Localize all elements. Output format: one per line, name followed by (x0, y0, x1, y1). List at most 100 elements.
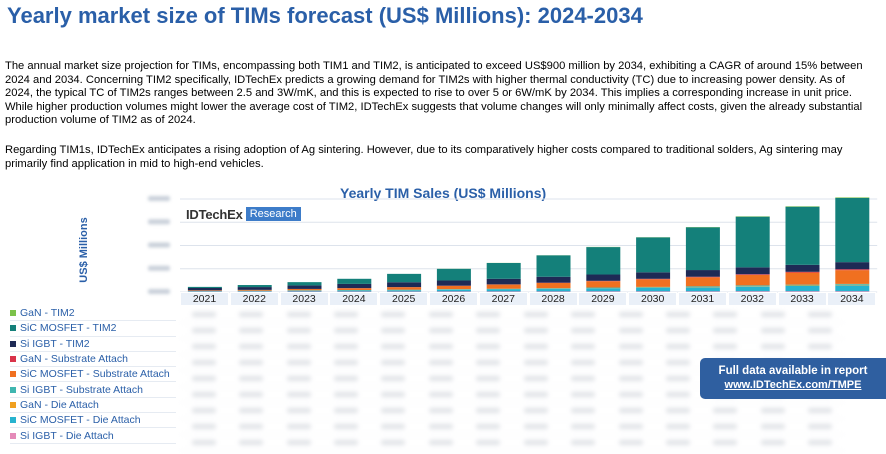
blurred-table-cell (275, 387, 322, 402)
blurred-table-cell (702, 435, 749, 450)
blurred-table-cell (322, 419, 369, 434)
blurred-table-row (180, 435, 844, 451)
bar-segment (387, 290, 422, 292)
bar-segment (536, 291, 571, 292)
x-tick-label: 2022 (229, 292, 279, 306)
page-title: Yearly market size of TIMs forecast (US$… (7, 3, 643, 28)
blurred-y-tick (148, 196, 170, 201)
blurred-table-cell (275, 403, 322, 418)
legend-table: GaN - TIM2 SiC MOSFET - TIM2 Si IGBT - TIM… (10, 306, 176, 444)
blurred-table-cell (465, 339, 512, 354)
bar-segment (586, 281, 621, 288)
legend-label: GaN - TIM2 (20, 307, 75, 320)
blurred-table-cell (370, 403, 417, 418)
blurred-table-cell (512, 339, 559, 354)
blurred-table-row (180, 323, 844, 339)
legend-label: SiC MOSFET - Die Attach (20, 414, 141, 427)
bar-segment (735, 267, 770, 275)
legend-item: GaN - Die Attach (10, 398, 176, 414)
bar-segment (436, 291, 471, 292)
chart-title: Yearly TIM Sales (US$ Millions) (340, 185, 547, 201)
bar-segment (785, 271, 820, 273)
blurred-table-cell (749, 435, 796, 450)
bar-segment (486, 291, 521, 292)
blurred-table-cell (749, 419, 796, 434)
legend-item: GaN - Substrate Attach (10, 352, 176, 368)
bar-segment (685, 291, 720, 292)
x-tick-label: 2025 (379, 292, 429, 306)
legend-label: Si IGBT - Die Attach (20, 429, 114, 442)
bar-segment (536, 276, 571, 283)
blurred-table-cell (417, 387, 464, 402)
x-tick-label: 2032 (727, 292, 777, 306)
legend-label: Si IGBT - TIM2 (20, 337, 90, 350)
bar-segment (237, 289, 272, 291)
blurred-table-cell (227, 355, 274, 370)
bar-segment (835, 270, 870, 284)
blurred-table-cell (465, 371, 512, 386)
blurred-table-cell (370, 419, 417, 434)
bar-segment (387, 289, 422, 291)
blurred-table-cell (559, 323, 606, 338)
blurred-table-cell (465, 387, 512, 402)
blurred-table-cell (275, 307, 322, 322)
bar-segment (636, 286, 671, 288)
blurred-table-cell (796, 419, 843, 434)
blurred-table-cell (796, 323, 843, 338)
blurred-table-cell (417, 307, 464, 322)
bar-segment (337, 290, 372, 291)
x-tick-label: 2034 (827, 292, 877, 306)
bar-segment (287, 290, 322, 292)
banner-link[interactable]: www.IDTechEx.com/TMPE (724, 379, 862, 391)
blurred-table-cell (607, 323, 654, 338)
blurred-table-cell (465, 355, 512, 370)
bar-segment (685, 276, 720, 278)
blurred-table-cell (180, 419, 227, 434)
blurred-table-cell (180, 339, 227, 354)
blurred-table-cell (654, 371, 701, 386)
blurred-table-cell (512, 307, 559, 322)
blurred-table-cell (559, 435, 606, 450)
blurred-table-row (180, 339, 844, 355)
blurred-table-cell (227, 339, 274, 354)
bar-segment (486, 289, 521, 292)
blurred-table-cell (227, 307, 274, 322)
bar-segment (536, 288, 571, 289)
legend-item: Si IGBT - Die Attach (10, 428, 176, 444)
legend-swatch (10, 340, 16, 347)
bar-segment (685, 287, 720, 292)
legend-item: Si IGBT - Substrate Attach (10, 382, 176, 398)
bar-segment (835, 197, 870, 263)
banner-heading: Full data available in report (718, 365, 868, 377)
blurred-table-cell (512, 387, 559, 402)
full-data-banner[interactable]: Full data available in report www.IDTech… (700, 358, 886, 399)
bar-segment (436, 289, 471, 290)
blurred-table-cell (607, 371, 654, 386)
blurred-table-cell (322, 435, 369, 450)
bar-segment (735, 274, 770, 275)
blurred-table-cell (796, 435, 843, 450)
bar-segment (735, 274, 770, 286)
blurred-table-cell (607, 419, 654, 434)
blurred-table-cell (322, 355, 369, 370)
blurred-table-cell (465, 307, 512, 322)
blurred-table-cell (417, 323, 464, 338)
blurred-table-cell (275, 339, 322, 354)
blurred-table-cell (512, 403, 559, 418)
bar-segment (685, 277, 720, 287)
blurred-table-cell (370, 339, 417, 354)
legend-swatch (10, 356, 16, 363)
blurred-table-cell (749, 403, 796, 418)
blurred-table-cell (180, 355, 227, 370)
blurred-table-row (180, 307, 844, 323)
blurred-table-cell (607, 355, 654, 370)
bar-segment (337, 290, 372, 292)
bar-segment (287, 285, 322, 289)
bar-segment (486, 284, 521, 289)
blurred-table-cell (512, 419, 559, 434)
bar-segment (586, 288, 621, 292)
bar-segment (785, 264, 820, 272)
bar-segment (636, 237, 671, 273)
blurred-table-cell (180, 435, 227, 450)
idtechex-logo: IDTechEx Research (186, 206, 301, 222)
